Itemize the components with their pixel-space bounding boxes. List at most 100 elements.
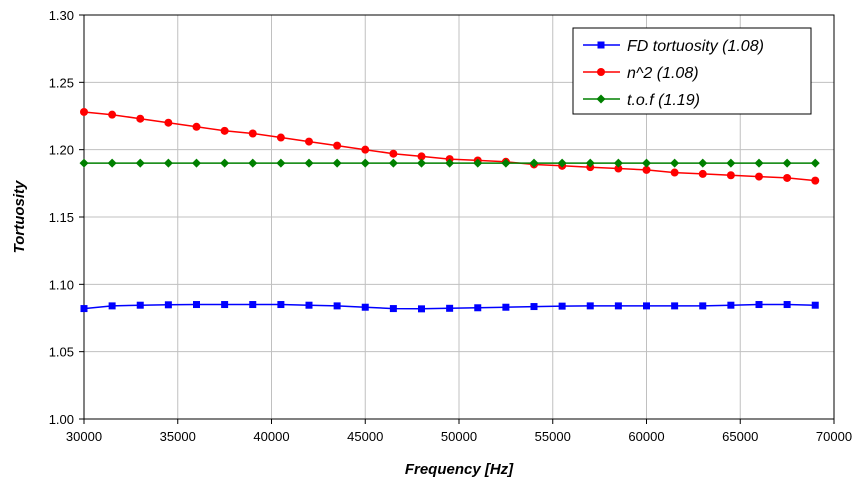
data-point <box>80 107 88 116</box>
legend-label: FD tortuosity (1.08) <box>627 38 764 55</box>
data-point <box>614 302 622 310</box>
data-point <box>585 158 595 168</box>
data-point <box>417 152 426 161</box>
y-axis-title: Tortuosity <box>11 180 28 253</box>
data-point <box>389 149 398 158</box>
data-point <box>192 122 201 131</box>
data-point <box>361 145 370 154</box>
data-point <box>613 158 623 168</box>
x-tick-label: 40000 <box>253 429 289 444</box>
data-point <box>192 158 201 168</box>
legend-item: FD tortuosity (1.08) <box>583 38 764 55</box>
data-point <box>670 158 680 168</box>
x-axis-title: Frequency [Hz] <box>405 461 514 478</box>
data-point <box>388 158 398 168</box>
data-point <box>332 158 342 168</box>
legend-item: t.o.f (1.19) <box>583 92 700 109</box>
x-tick-label: 65000 <box>722 429 758 444</box>
data-point <box>248 129 257 138</box>
data-point <box>361 303 369 311</box>
data-point <box>221 301 229 309</box>
data-point <box>164 301 172 309</box>
data-point <box>529 158 539 168</box>
data-point <box>558 302 566 310</box>
data-point <box>530 303 538 311</box>
data-point <box>783 173 792 182</box>
data-point <box>698 169 707 178</box>
data-point <box>446 304 454 312</box>
legend-label: n^2 (1.08) <box>627 65 699 82</box>
data-point <box>699 302 707 310</box>
data-point <box>473 158 483 168</box>
x-tick-label: 50000 <box>441 429 477 444</box>
data-point <box>445 158 455 168</box>
y-tick-label: 1.05 <box>49 345 74 360</box>
data-point <box>671 302 679 310</box>
data-point <box>811 301 819 309</box>
data-point <box>333 302 341 310</box>
y-tick-label: 1.10 <box>49 277 74 292</box>
x-tick-label: 45000 <box>347 429 383 444</box>
data-point <box>642 165 651 174</box>
data-point <box>755 172 763 181</box>
data-point <box>108 302 116 310</box>
data-point <box>502 303 510 311</box>
data-point <box>389 305 397 313</box>
data-point <box>557 158 567 168</box>
data-point <box>755 301 763 309</box>
data-point <box>80 305 88 313</box>
data-point <box>418 305 425 313</box>
data-point <box>107 158 117 168</box>
data-point <box>164 118 173 127</box>
data-point <box>782 158 792 168</box>
legend-marker <box>597 41 605 49</box>
data-point <box>304 158 314 168</box>
data-point <box>586 302 594 310</box>
y-tick-label: 1.25 <box>49 75 74 90</box>
data-point <box>277 301 285 309</box>
data-point <box>248 158 258 168</box>
legend-marker <box>597 68 605 76</box>
data-point <box>136 114 145 123</box>
data-point <box>108 110 117 119</box>
data-point <box>220 158 230 168</box>
data-point <box>163 158 173 168</box>
data-point <box>360 158 370 168</box>
legend-item: n^2 (1.08) <box>583 65 699 82</box>
series-1 <box>80 301 819 313</box>
x-tick-label: 60000 <box>628 429 664 444</box>
data-point <box>810 158 820 168</box>
x-tick-label: 70000 <box>816 429 852 444</box>
data-point <box>305 137 313 146</box>
data-point <box>79 158 89 168</box>
data-point <box>333 141 342 150</box>
data-point <box>614 164 623 173</box>
axis-ticks: 30000 35000 40000 45000 50000 55000 60000 65000… <box>49 8 852 444</box>
legend-label: t.o.f (1.19) <box>627 92 700 109</box>
y-tick-label: 1.15 <box>49 210 74 225</box>
y-tick-label: 1.30 <box>49 8 74 23</box>
data-point <box>193 301 200 309</box>
series-layer <box>79 107 820 313</box>
data-point <box>726 171 735 180</box>
data-point <box>276 133 285 142</box>
x-tick-label: 35000 <box>160 429 196 444</box>
data-point <box>305 301 313 309</box>
y-tick-label: 1.00 <box>49 412 74 427</box>
data-point <box>136 301 144 309</box>
data-point <box>754 158 764 168</box>
series-3 <box>79 158 820 168</box>
x-tick-label: 30000 <box>66 429 102 444</box>
data-point <box>783 301 791 309</box>
data-point <box>276 158 286 168</box>
data-point <box>670 168 679 177</box>
y-tick-label: 1.20 <box>49 143 74 158</box>
data-point <box>727 301 735 309</box>
data-point <box>643 302 650 310</box>
data-point <box>417 158 426 168</box>
data-point <box>474 304 482 312</box>
legend: FD tortuosity (1.08) n^2 (1.08) t.o.f (1.1… <box>572 27 812 115</box>
data-point <box>698 158 708 168</box>
data-point <box>501 158 511 168</box>
